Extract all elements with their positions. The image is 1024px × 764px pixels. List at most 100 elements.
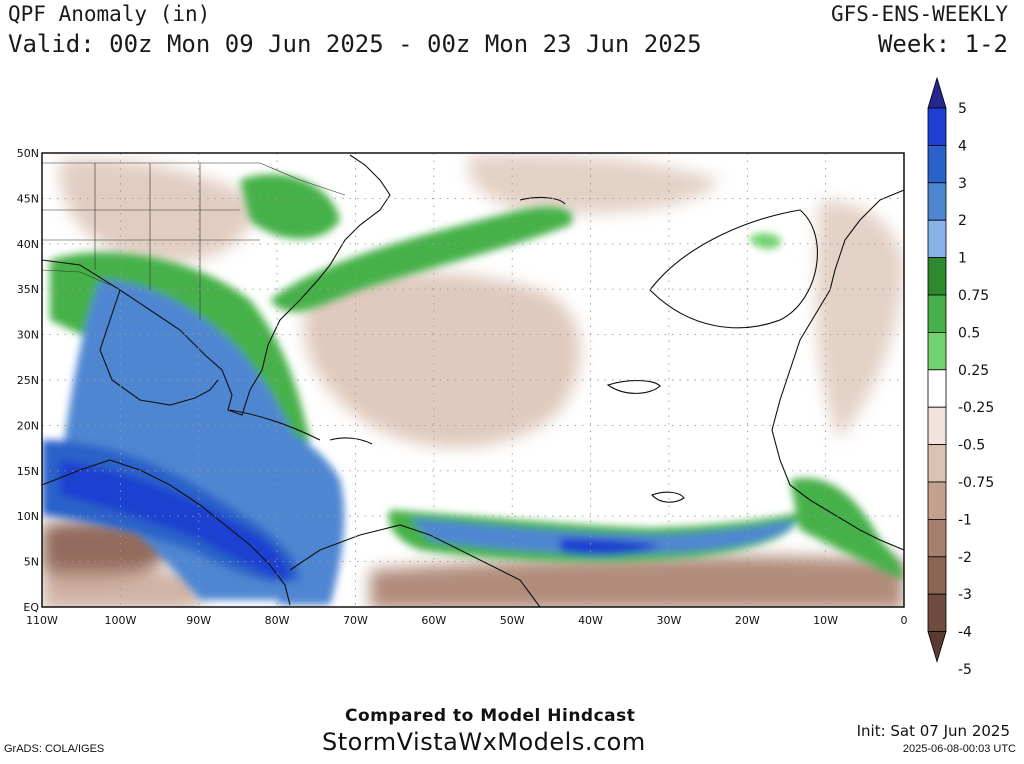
colorbar-swatch (927, 107, 947, 146)
lat-label: 35N (17, 283, 39, 296)
wet-region-itcz-atlantic-core (410, 518, 795, 554)
lon-label: 10W (813, 614, 838, 627)
colorbar-label: 5 (958, 101, 967, 117)
lat-label: EQ (23, 601, 39, 614)
lat-label: 40N (17, 238, 39, 251)
wet-region-northeast-us (240, 174, 340, 239)
lon-label: 80W (265, 614, 290, 627)
lat-label: 25N (17, 374, 39, 387)
dry-anomaly-layer (42, 153, 904, 607)
colorbar-swatch (927, 481, 947, 520)
coastlines (42, 154, 904, 607)
colorbar-bottom-arrow (927, 631, 947, 663)
colorbar-swatches (927, 76, 947, 663)
dry-region-central-atlantic (303, 272, 581, 448)
colorbar-labels: 5 4 3 2 1 0.75 0.5 0.25 -0.25 -0.5 -0.75 -1 -2 -3 -4 -5 (958, 101, 994, 678)
wet-region-caribbean (200, 400, 345, 605)
political-borders (42, 162, 346, 320)
lon-label: 50W (500, 614, 525, 627)
coastline-gulf-of-mexico (99, 289, 219, 406)
lat-label: 20N (17, 419, 39, 432)
lat-lon-grid (42, 153, 904, 607)
colorbar-swatch (927, 219, 947, 258)
colorbar-swatch (927, 331, 947, 371)
lat-label: 50N (17, 147, 39, 160)
colorbar-swatch (927, 518, 947, 558)
wet-anomaly-layer (42, 174, 904, 605)
colorbar-label: 3 (958, 176, 967, 192)
coastline-hispaniola (329, 437, 373, 445)
lon-label: 60W (421, 614, 446, 627)
wet-region-azores (748, 233, 782, 250)
lon-label: 90W (186, 614, 211, 627)
init-time: Init: Sat 07 Jun 2025 (856, 722, 1010, 740)
lon-label: 110W (26, 614, 58, 627)
lat-label: 45N (17, 192, 39, 205)
lon-label: 40W (578, 614, 603, 627)
plot-frame (41, 152, 905, 608)
colorbar-swatch (927, 369, 947, 408)
coastline-west-africa (771, 189, 904, 551)
colorbar-swatch (927, 556, 947, 595)
lon-label: 100W (104, 614, 136, 627)
anomaly-field (42, 153, 904, 607)
colorbar-swatch (927, 257, 947, 296)
dry-region-north-america (59, 159, 260, 263)
colorbar-swatch (927, 182, 947, 221)
coastline-cuba (229, 409, 321, 441)
forecast-week-label: Week: 1-2 (877, 30, 1008, 58)
map-title: QPF Anomaly (in) (8, 2, 211, 26)
lon-label: 70W (343, 614, 368, 627)
wet-region-itcz-core (60, 460, 290, 580)
colorbar-label: 1 (958, 251, 967, 267)
colorbar-label: 0.25 (958, 363, 989, 379)
anomaly-map: 110W 100W 90W 80W 70W 60W 50W 40W 30W 20… (17, 147, 908, 627)
lat-label: 15N (17, 465, 39, 478)
state-lines (42, 163, 260, 320)
colorbar-swatch (927, 294, 947, 333)
colorbar-label: -0.5 (958, 438, 985, 454)
colorbar-label: -0.25 (958, 400, 994, 416)
us-mexico-border (42, 269, 111, 286)
coastline-north-america-east (42, 154, 391, 416)
us-canada-border (42, 162, 346, 196)
colorbar-label: 0.75 (958, 288, 989, 304)
contour-azores (649, 209, 818, 329)
valid-period: Valid: 00z Mon 09 Jun 2025 - 00z Mon 23 … (8, 30, 702, 58)
colorbar-swatch (927, 593, 947, 633)
contour-west-atlantic (519, 196, 566, 205)
lon-label: 20W (735, 614, 760, 627)
dry-region-south-atlantic (370, 555, 904, 607)
contour-canaries (606, 380, 661, 394)
colorbar-label: -3 (958, 587, 972, 603)
colorbar-label: -0.75 (958, 475, 994, 491)
contour-mid-atlantic-island (651, 491, 685, 503)
colorbar-label: 0.5 (958, 325, 980, 341)
colorbar-label: -2 (958, 550, 972, 566)
website-credit: StormVistaWxModels.com (322, 728, 646, 756)
lat-label: 30N (17, 329, 39, 342)
lon-label: 30W (656, 614, 681, 627)
wet-region-gulf-stream (270, 206, 573, 312)
lat-label: 10N (17, 510, 39, 523)
lat-label: 5N (24, 556, 39, 569)
colorbar-swatch (927, 145, 947, 184)
coastline-central-america (42, 459, 291, 606)
generation-timestamp: 2025-06-08-00:03 UTC (902, 743, 1016, 755)
colorbar-label: 2 (958, 213, 967, 229)
colorbar-top-arrow (927, 76, 947, 109)
colorbar: 5 4 3 2 1 0.75 0.5 0.25 -0.25 -0.5 -0.75 -1 -2 -3 -4 -5 (927, 76, 994, 678)
wet-region-itcz-atlantic-max (560, 538, 660, 556)
dry-region-east-pacific-south (42, 570, 200, 607)
lat-axis: EQ 5N 10N 15N 20N 25N 30N 35N 40N 45N 50… (17, 147, 40, 614)
colorbar-label: -5 (958, 662, 972, 678)
colorbar-swatch (927, 406, 947, 446)
lon-label: 0 (901, 614, 908, 627)
wet-region-west-africa (790, 478, 904, 580)
lon-axis: 110W 100W 90W 80W 70W 60W 50W 40W 30W 20… (26, 614, 907, 627)
colorbar-label: -4 (958, 625, 972, 641)
hindcast-note: Compared to Model Hindcast (345, 706, 636, 726)
coastline-south-america-north (289, 524, 541, 607)
grads-credit: GrADS: COLA/IGES (4, 743, 105, 755)
model-product-label: GFS-ENS-WEEKLY (830, 2, 1008, 26)
